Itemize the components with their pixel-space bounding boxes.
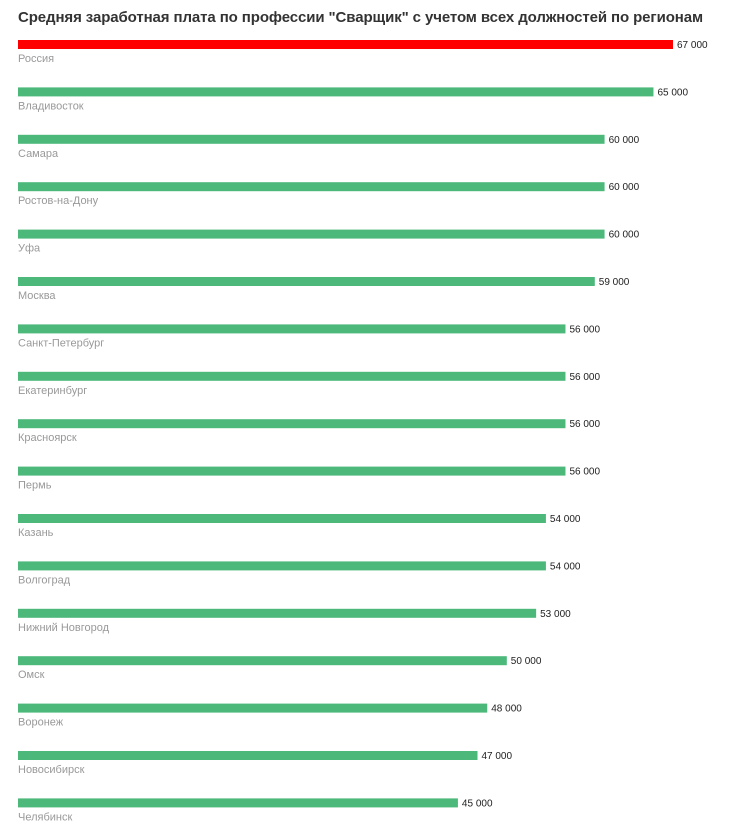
bar-value-label: 59 000 bbox=[599, 277, 630, 288]
category-label: Казань bbox=[18, 527, 54, 539]
category-label: Москва bbox=[18, 290, 56, 302]
bar bbox=[18, 608, 537, 618]
bar bbox=[18, 419, 566, 429]
bar bbox=[18, 40, 673, 49]
bar bbox=[18, 134, 605, 144]
bar bbox=[18, 182, 605, 192]
bar-value-label: 50 000 bbox=[511, 656, 542, 667]
category-label: Екатеринбург bbox=[18, 385, 87, 397]
bar bbox=[18, 751, 478, 760]
category-label: Волгоград bbox=[18, 574, 71, 586]
category-label: Нижний Новгород bbox=[18, 622, 110, 634]
category-label: Омск bbox=[18, 669, 45, 681]
bar bbox=[18, 656, 507, 666]
bar-value-label: 54 000 bbox=[550, 514, 581, 525]
category-label: Ростов-на-Дону bbox=[18, 195, 99, 207]
bar-value-label: 60 000 bbox=[609, 182, 640, 193]
category-label: Красноярск bbox=[18, 432, 77, 444]
bar-value-label: 67 000 bbox=[677, 40, 708, 51]
bar bbox=[18, 371, 566, 381]
bar bbox=[18, 514, 546, 523]
bar-value-label: 48 000 bbox=[491, 704, 522, 715]
bar-value-label: 45 000 bbox=[462, 798, 493, 809]
bar bbox=[18, 324, 566, 334]
bar bbox=[18, 466, 566, 476]
chart-title: Средняя заработная плата по профессии "С… bbox=[18, 9, 703, 26]
category-label: Самара bbox=[18, 148, 59, 160]
category-label: Новосибирск bbox=[18, 764, 85, 776]
bar-value-label: 53 000 bbox=[540, 609, 571, 620]
category-label: Владивосток bbox=[18, 100, 84, 112]
bar bbox=[18, 561, 546, 571]
bar-value-label: 56 000 bbox=[569, 324, 600, 335]
category-label: Россия bbox=[18, 53, 54, 65]
bar bbox=[18, 87, 654, 97]
category-label: Воронеж bbox=[18, 717, 64, 729]
bar bbox=[18, 277, 595, 286]
bar-value-label: 56 000 bbox=[569, 467, 600, 478]
category-label: Уфа bbox=[18, 243, 41, 255]
bar-value-label: 56 000 bbox=[569, 419, 600, 430]
bar-value-label: 60 000 bbox=[609, 135, 640, 146]
bar bbox=[18, 798, 458, 808]
category-label: Пермь bbox=[18, 480, 52, 492]
bar bbox=[18, 229, 605, 239]
bar-value-label: 47 000 bbox=[481, 751, 512, 762]
bar-value-label: 56 000 bbox=[569, 372, 600, 383]
bar-value-label: 65 000 bbox=[657, 87, 688, 98]
bar-value-label: 54 000 bbox=[550, 561, 581, 572]
category-label: Челябинск bbox=[18, 811, 72, 823]
bar bbox=[18, 703, 488, 713]
bar-value-label: 60 000 bbox=[609, 230, 640, 241]
category-label: Санкт-Петербург bbox=[18, 337, 104, 349]
